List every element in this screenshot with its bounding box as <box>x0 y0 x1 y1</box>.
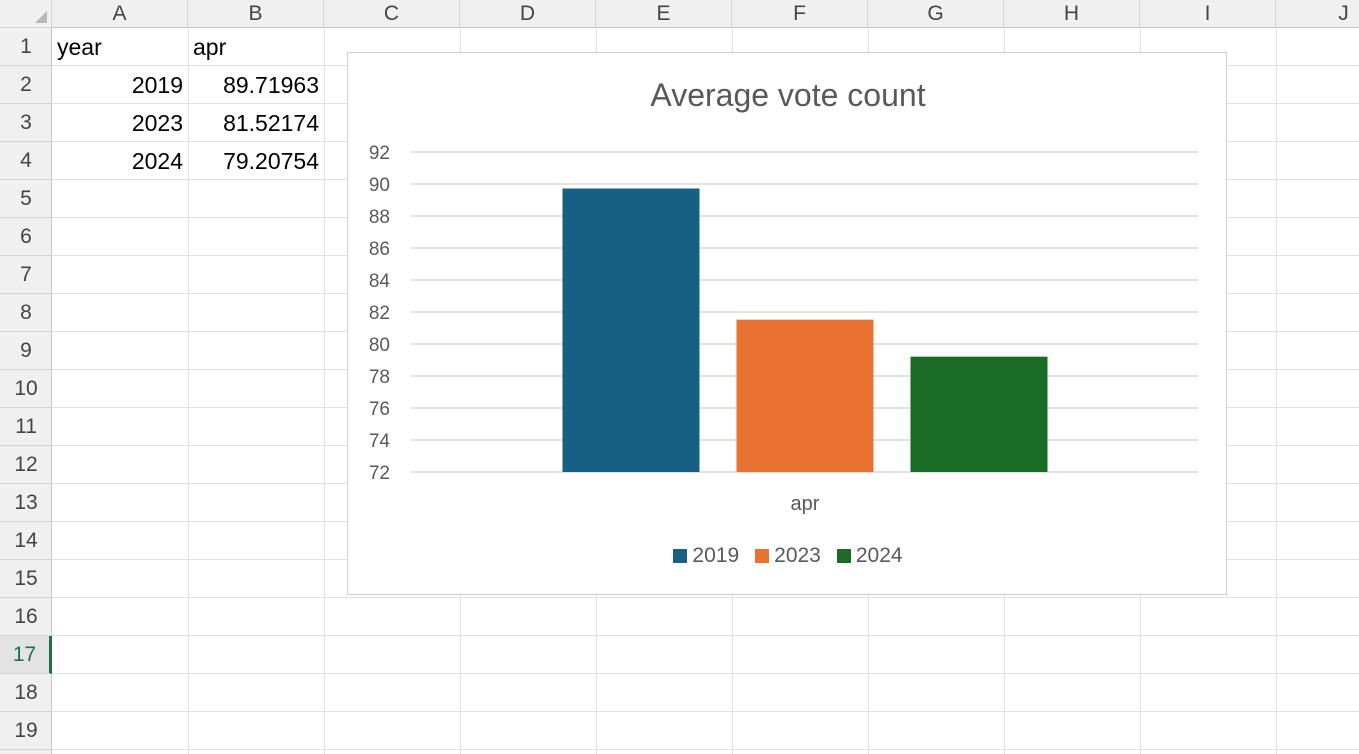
row-header-4[interactable]: 4 <box>0 142 52 180</box>
column-header-g[interactable]: G <box>868 0 1004 28</box>
column-header-c[interactable]: C <box>324 0 460 28</box>
row-header-5[interactable]: 5 <box>0 180 52 218</box>
cell-a2[interactable]: 2019 <box>131 72 183 98</box>
y-tick-label: 76 <box>369 399 390 420</box>
gridline <box>188 28 189 754</box>
legend-label: 2024 <box>855 544 903 567</box>
row-header-15[interactable]: 15 <box>0 560 52 598</box>
chart-legend[interactable]: 2019 2023 2024 <box>348 544 1228 568</box>
row-header-2[interactable]: 2 <box>0 66 52 104</box>
bar-2024[interactable] <box>910 356 1048 472</box>
cell-a1[interactable]: year <box>57 34 102 60</box>
gridline <box>324 28 325 754</box>
y-tick-label: 92 <box>369 143 390 164</box>
cell-b1[interactable]: apr <box>193 34 227 60</box>
cell-a3[interactable]: 2023 <box>131 110 183 136</box>
y-tick-label: 90 <box>369 175 390 196</box>
y-tick-label: 82 <box>369 303 390 324</box>
x-category-label: apr <box>791 493 820 515</box>
column-header-d[interactable]: D <box>460 0 596 28</box>
gridline <box>52 749 1359 750</box>
chart-plot-area[interactable]: 72 74 76 78 80 82 84 86 88 90 92 apr <box>348 53 1226 594</box>
row-header-column: 1 2 3 4 5 6 7 8 9 10 11 12 13 14 15 16 1… <box>0 28 52 754</box>
column-header-f[interactable]: F <box>732 0 868 28</box>
chart-title[interactable]: Average vote count <box>650 77 926 113</box>
row-header-10[interactable]: 10 <box>0 370 52 408</box>
gridline <box>52 711 1359 712</box>
row-header-17-active[interactable]: 17 <box>0 636 52 674</box>
row-header-14[interactable]: 14 <box>0 522 52 560</box>
gridline <box>52 597 1359 598</box>
row-header-18[interactable]: 18 <box>0 674 52 712</box>
y-tick-label: 84 <box>369 271 391 292</box>
legend-item-2023[interactable]: 2023 <box>755 544 821 568</box>
column-header-j[interactable]: J <box>1276 0 1359 28</box>
select-all-corner[interactable] <box>0 0 52 28</box>
row-header-11[interactable]: 11 <box>0 408 52 446</box>
column-header-row: A B C D E F G H I J <box>52 0 1359 28</box>
legend-item-2024[interactable]: 2024 <box>836 544 903 568</box>
gridline <box>1276 28 1277 754</box>
bar-2023[interactable] <box>736 319 874 472</box>
row-header-8[interactable]: 8 <box>0 294 52 332</box>
row-header-7[interactable]: 7 <box>0 256 52 294</box>
legend-swatch <box>755 549 770 563</box>
row-header-3[interactable]: 3 <box>0 104 52 142</box>
gridline <box>52 673 1359 674</box>
y-tick-label: 74 <box>369 431 391 452</box>
column-header-h[interactable]: H <box>1004 0 1140 28</box>
column-header-b[interactable]: B <box>188 0 324 28</box>
row-header-1[interactable]: 1 <box>0 28 52 66</box>
legend-swatch <box>836 549 851 563</box>
y-tick-label: 88 <box>369 207 390 228</box>
column-header-i[interactable]: I <box>1140 0 1276 28</box>
y-tick-label: 78 <box>369 367 390 388</box>
cell-b3[interactable]: 81.52174 <box>223 110 319 136</box>
row-header-9[interactable]: 9 <box>0 332 52 370</box>
row-header-19[interactable]: 19 <box>0 712 52 750</box>
y-tick-label: 80 <box>369 335 390 356</box>
cell-b4[interactable]: 79.20754 <box>223 148 319 174</box>
bar-2019[interactable] <box>562 188 700 473</box>
gridline <box>52 635 1359 636</box>
legend-label: 2019 <box>692 544 740 567</box>
y-tick-label: 86 <box>369 239 390 260</box>
row-header-6[interactable]: 6 <box>0 218 52 256</box>
select-all-triangle-icon <box>35 11 47 23</box>
legend-label: 2023 <box>774 544 821 567</box>
y-tick-label: 72 <box>369 463 390 484</box>
bar-chart[interactable]: Average vote count 72 74 76 78 80 82 84 86 88 90 9… <box>347 52 1227 595</box>
legend-item-2019[interactable]: 2019 <box>673 544 739 568</box>
cell-b2[interactable]: 89.71963 <box>223 72 319 98</box>
row-header-12[interactable]: 12 <box>0 446 52 484</box>
cell-a4[interactable]: 2024 <box>131 148 183 174</box>
column-header-a[interactable]: A <box>52 0 188 28</box>
legend-swatch <box>673 549 688 563</box>
row-header-16[interactable]: 16 <box>0 598 52 636</box>
column-header-e[interactable]: E <box>596 0 732 28</box>
row-header-13[interactable]: 13 <box>0 484 52 522</box>
